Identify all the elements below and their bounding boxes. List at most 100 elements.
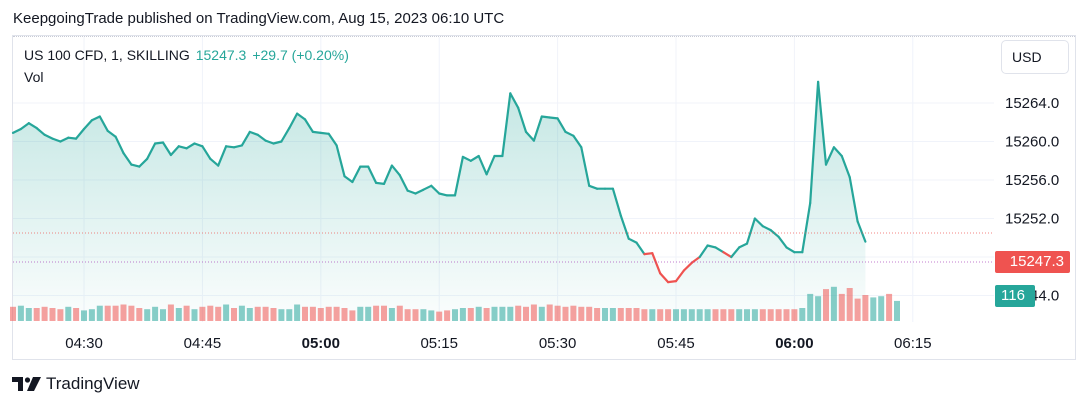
price-line-segment bbox=[296, 112, 307, 121]
price-line-segment bbox=[27, 122, 38, 130]
price-area-fill bbox=[13, 81, 866, 320]
price-line-segment bbox=[698, 244, 709, 259]
footer-brand[interactable]: TradingView bbox=[12, 374, 140, 394]
volume-bar bbox=[530, 304, 537, 321]
volume-bar bbox=[751, 309, 758, 321]
volume-bar bbox=[728, 309, 735, 321]
price-line-segment bbox=[185, 142, 196, 150]
price-line-segment bbox=[406, 189, 417, 195]
volume-bar bbox=[33, 308, 40, 321]
price-line-segment bbox=[572, 134, 583, 149]
volume-bar bbox=[467, 308, 474, 321]
volume-bar bbox=[396, 305, 403, 321]
volume-bar bbox=[365, 306, 372, 321]
volume-bar bbox=[846, 288, 853, 321]
volume-bar bbox=[302, 306, 308, 321]
volume-bar bbox=[65, 306, 72, 321]
volume-bar bbox=[404, 309, 411, 321]
price-line-segment bbox=[659, 272, 670, 284]
volume-bar bbox=[783, 309, 790, 321]
price-line-segment bbox=[280, 127, 291, 143]
price-line-segment bbox=[51, 137, 62, 143]
volume-bar bbox=[625, 308, 632, 321]
price-line-segment bbox=[367, 165, 378, 184]
volume-bar bbox=[270, 308, 277, 321]
price-line-segment bbox=[90, 115, 101, 122]
volume-bar bbox=[183, 305, 190, 321]
last-volume-badge: 116 bbox=[995, 285, 1035, 307]
price-line-segment bbox=[769, 229, 780, 238]
volume-bar bbox=[278, 309, 285, 321]
volume-bar bbox=[444, 310, 451, 321]
price-line-segment bbox=[248, 130, 259, 136]
price-line-segment bbox=[611, 187, 622, 217]
currency-button[interactable]: USD bbox=[1001, 40, 1069, 74]
symbol-label[interactable]: US 100 CFD, 1, SKILLING bbox=[24, 47, 190, 63]
volume-bar bbox=[649, 309, 656, 321]
price-line-segment bbox=[540, 115, 551, 119]
volume-legend[interactable]: Vol bbox=[24, 69, 44, 85]
y-tick-label: 15252.0 bbox=[1005, 211, 1059, 228]
price-line-segment bbox=[264, 139, 275, 145]
volume-bar bbox=[767, 309, 774, 321]
price-line-segment bbox=[517, 106, 528, 133]
volume-bar bbox=[254, 306, 261, 321]
volume-bar bbox=[696, 309, 703, 321]
volume-bar bbox=[617, 308, 624, 321]
price-line-segment bbox=[240, 130, 251, 147]
price-line-segment bbox=[161, 141, 172, 157]
price-line-segment bbox=[114, 135, 125, 155]
volume-bar bbox=[602, 308, 608, 321]
price-line-segment bbox=[469, 154, 480, 162]
volume-bar bbox=[554, 305, 561, 321]
volume-bar bbox=[538, 306, 545, 321]
volume-bar bbox=[633, 308, 640, 321]
volume-bar bbox=[736, 309, 743, 321]
publish-info: KeepgoingTrade published on TradingView.… bbox=[13, 10, 505, 27]
volume-bar bbox=[609, 308, 616, 321]
tradingview-logo-icon bbox=[12, 377, 41, 391]
volume-bar bbox=[238, 305, 245, 321]
volume-bar bbox=[641, 309, 648, 321]
price-line-segment bbox=[311, 130, 322, 134]
volume-bar bbox=[546, 304, 553, 321]
price-line-segment bbox=[856, 220, 867, 243]
price-line-segment bbox=[422, 184, 433, 191]
price-line-segment bbox=[840, 154, 851, 179]
volume-bar bbox=[483, 308, 490, 321]
price-line-segment bbox=[730, 246, 741, 259]
price-line-segment bbox=[753, 217, 764, 228]
price-line-segment bbox=[335, 144, 346, 178]
price-line-segment bbox=[154, 141, 165, 145]
price-line-segment bbox=[832, 146, 843, 158]
volume-bar bbox=[807, 293, 814, 321]
volume-bar bbox=[894, 300, 900, 321]
price-line-segment bbox=[414, 188, 425, 195]
volume-bar bbox=[88, 309, 95, 321]
volume-bar bbox=[799, 308, 806, 321]
price-line-segment bbox=[619, 214, 630, 240]
legend-price: 15247.3 bbox=[195, 47, 247, 63]
price-line-segment bbox=[690, 255, 701, 264]
price-line-segment bbox=[74, 127, 86, 140]
volume-bar bbox=[665, 309, 672, 321]
price-line-segment bbox=[682, 261, 693, 272]
volume-bar bbox=[704, 309, 711, 321]
price-line-segment bbox=[738, 242, 749, 249]
price-line-segment bbox=[19, 122, 30, 131]
volume-bar bbox=[428, 310, 435, 321]
price-line-segment bbox=[706, 244, 717, 249]
volume-bar bbox=[199, 306, 206, 321]
price-line-segment bbox=[43, 133, 54, 140]
price-line-segment bbox=[343, 175, 354, 184]
x-tick-label: 06:00 bbox=[775, 335, 813, 352]
volume-bar bbox=[680, 309, 687, 321]
volume-bar bbox=[791, 309, 798, 321]
price-line-segment bbox=[35, 127, 46, 136]
volume-bar bbox=[657, 309, 664, 321]
price-line-segment bbox=[745, 217, 757, 245]
volume-bar bbox=[459, 308, 466, 321]
volume-bar bbox=[160, 309, 166, 321]
price-line-segment bbox=[785, 246, 796, 254]
